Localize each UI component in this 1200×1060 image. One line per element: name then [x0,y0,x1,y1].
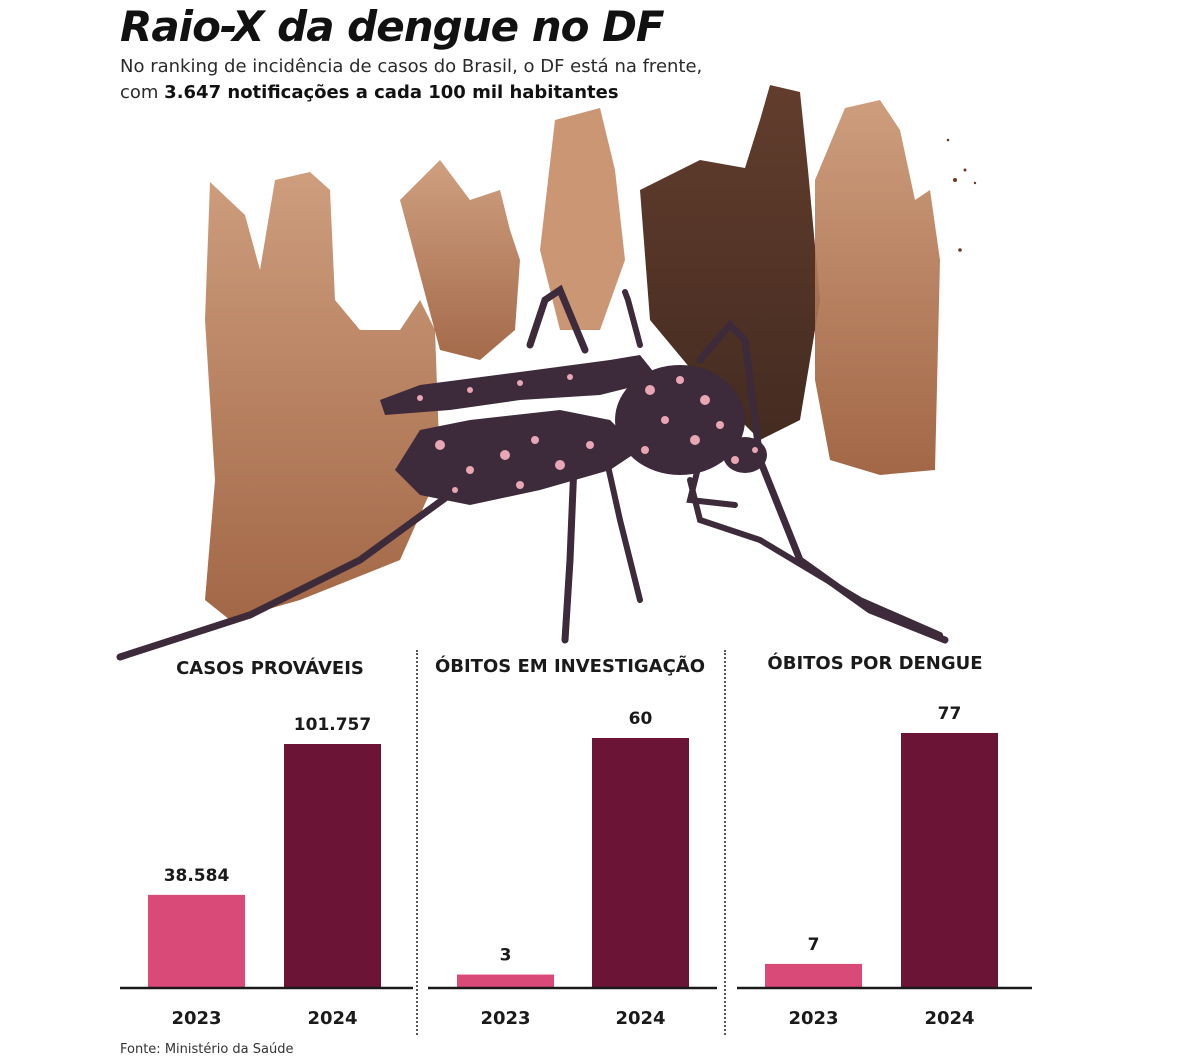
category-label: 2023 [788,1008,838,1029]
subtitle-text: No ranking de incidência de casos do Bra… [120,56,703,103]
bar-2024 [284,744,381,987]
bar-2023 [148,894,245,987]
page-title: Raio-X da dengue no DF [120,2,665,51]
brush-stroke [640,85,820,440]
category-label: 2024 [924,1008,974,1029]
panel-title-obitos-dengue: ÓBITOS POR DENGUE [767,653,983,674]
category-label: 2023 [480,1008,530,1029]
brush-stroke [400,160,520,360]
brush-stroke [540,108,625,330]
watercolor-background [205,85,977,620]
subtitle-highlight: 3.647 notificações a cada 100 mil habita… [164,82,619,103]
ink-speckles [946,138,977,252]
bar-2024 [901,733,998,987]
panel-title-obitos-investigacao: ÓBITOS EM INVESTIGAÇÃO [434,656,706,677]
bar-value-label: 60 [629,709,653,729]
bar-value-label: 7 [808,935,820,955]
brush-stroke [815,100,940,475]
bar-value-label: 77 [938,704,962,724]
bar-value-label: 3 [500,946,512,966]
mosquito-icon [116,284,949,661]
category-label: 2024 [615,1008,665,1029]
source-note: Fonte: Ministério da Saúde [120,1042,294,1057]
bar-2023 [765,963,862,987]
brush-stroke [205,172,440,620]
mosquito-spots [417,374,758,493]
bar-value-label: 101.757 [294,715,371,735]
panel-divider [724,650,726,1035]
page-subtitle: No ranking de incidência de casos do Bra… [120,54,740,106]
bar-2024 [592,738,689,987]
bar-value-label: 38.584 [164,866,230,886]
mosquito-illustration [116,85,977,661]
panel-divider [416,650,418,1035]
category-label: 2023 [171,1008,221,1029]
panel-title-casos: CASOS PROVÁVEIS [176,658,364,679]
bar-2023 [457,974,554,987]
category-label: 2024 [307,1008,357,1029]
